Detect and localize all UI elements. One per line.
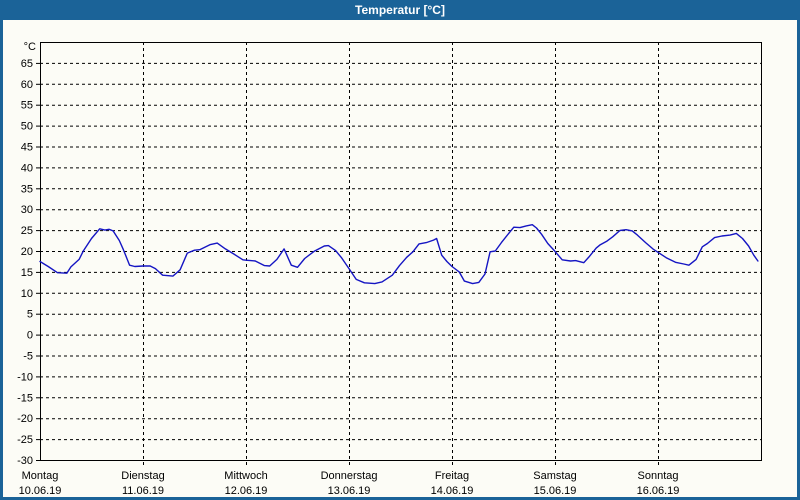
x-axis-labels: Montag 10.06.19 Dienstag 11.06.19 Mittwoch 12… [19, 470, 680, 497]
chart-panel: -30 -25 -20 -15 -10 -5 0 5 10 15 20 25 30 35 40 45 50 55 6… [3, 20, 797, 497]
day-name-label: Sonntag [638, 470, 679, 482]
y-tick-label: 25 [21, 225, 33, 237]
y-tick-label: 55 [21, 100, 33, 112]
day-name-label: Mittwoch [224, 470, 267, 482]
day-name-label: Donnerstag [321, 470, 378, 482]
day-name-label: Dienstag [121, 470, 164, 482]
temperature-chart: -30 -25 -20 -15 -10 -5 0 5 10 15 20 25 30 35 40 45 50 55 6… [17, 41, 762, 497]
y-tick-label: -5 [23, 351, 33, 363]
temperature-series-line [39, 223, 759, 285]
day-date-label: 14.06.19 [431, 485, 474, 497]
y-tick-label: 20 [21, 246, 33, 258]
day-date-label: 12.06.19 [225, 485, 268, 497]
y-tick-label: 15 [21, 267, 33, 279]
y-tick-label: 0 [27, 330, 33, 342]
y-tick-label: 30 [21, 204, 33, 216]
y-tick-label: -15 [17, 392, 33, 404]
y-tick-label: 10 [21, 288, 33, 300]
day-date-label: 11.06.19 [122, 485, 164, 497]
window-title: Temperatur [°C] [355, 3, 445, 17]
title-bar[interactable]: Temperatur [°C] [0, 0, 800, 20]
y-tick-label: 60 [21, 79, 33, 91]
axis-ticks [36, 62, 40, 461]
day-date-label: 13.06.19 [328, 485, 371, 497]
day-date-label: 15.06.19 [534, 485, 577, 497]
day-name-label: Samstag [533, 470, 576, 482]
y-tick-label: -10 [17, 371, 33, 383]
plot-border [40, 42, 762, 461]
y-tick-label: 40 [21, 162, 33, 174]
y-axis-labels: -30 -25 -20 -15 -10 -5 0 5 10 15 20 25 30 35 40 45 50 55 6… [17, 41, 36, 467]
y-axis-unit-label: °C [24, 41, 36, 53]
y-tick-label: 5 [27, 309, 33, 321]
y-tick-label: -30 [17, 455, 33, 467]
y-tick-label: -20 [17, 413, 33, 425]
day-date-label: 10.06.19 [19, 485, 62, 497]
y-tick-label: 35 [21, 183, 33, 195]
day-date-label: 16.06.19 [637, 485, 680, 497]
y-tick-label: 45 [21, 142, 33, 154]
y-tick-label: 65 [21, 58, 33, 70]
y-tick-label: -25 [17, 434, 33, 446]
y-tick-label: 50 [21, 121, 33, 133]
grid-lines [40, 42, 761, 466]
day-name-label: Freitag [435, 470, 469, 482]
day-name-label: Montag [22, 470, 59, 482]
